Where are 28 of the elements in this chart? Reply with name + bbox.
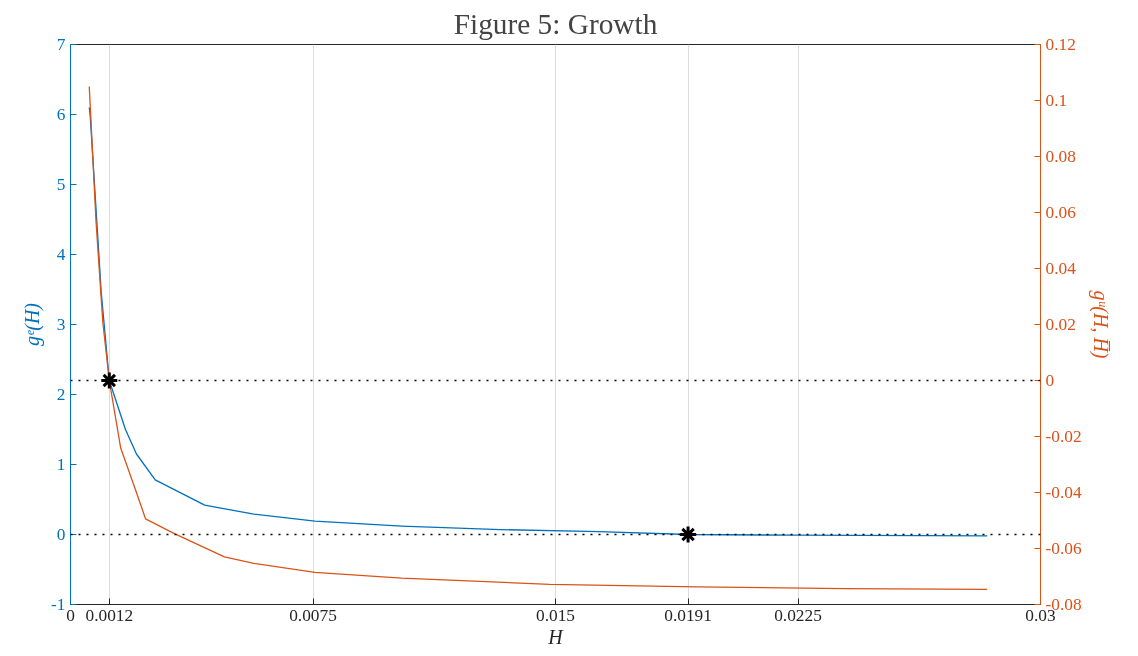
chart-title: Figure 5: Growth [453, 7, 658, 40]
x-axis-title: H [547, 625, 565, 648]
y2-tick-label: -0.04 [1045, 483, 1082, 502]
y-tick-label: 1 [56, 455, 66, 474]
y-tick-label: 0 [56, 525, 66, 544]
y2-tick-label: 0.08 [1045, 147, 1076, 166]
y-tick-label: 6 [56, 105, 66, 124]
y2-tick-label: -0.02 [1045, 427, 1082, 446]
y-tick-label: 3 [56, 315, 66, 334]
y-tick-label: 2 [56, 385, 66, 404]
y2-axis-title: gᵘ(H, H̅) [1088, 290, 1112, 359]
y-tick-label: -1 [51, 595, 66, 614]
y-tick-label: 5 [56, 175, 66, 194]
y-axis-title: gᵉ(H) [21, 302, 45, 346]
y2-tick-label: 0 [1045, 371, 1055, 390]
x-tick-label: 0.0075 [289, 605, 337, 625]
y-tick-label: 7 [56, 35, 66, 54]
x-tick-label: 0.0225 [774, 605, 822, 625]
y2-tick-label: 0.02 [1045, 315, 1076, 334]
y2-tick-label: -0.06 [1045, 539, 1082, 558]
x-tick-label: 0.0012 [85, 605, 134, 625]
y2-tick-label: 0.04 [1045, 259, 1077, 278]
x-tick-label: 0.0191 [664, 605, 712, 625]
y-tick-label: 4 [56, 245, 66, 264]
y2-tick-label: 0.1 [1045, 91, 1068, 110]
y2-tick-label: 0.12 [1045, 35, 1076, 54]
x-tick-label: 0.015 [536, 605, 576, 625]
y2-tick-label: 0.06 [1045, 203, 1077, 222]
